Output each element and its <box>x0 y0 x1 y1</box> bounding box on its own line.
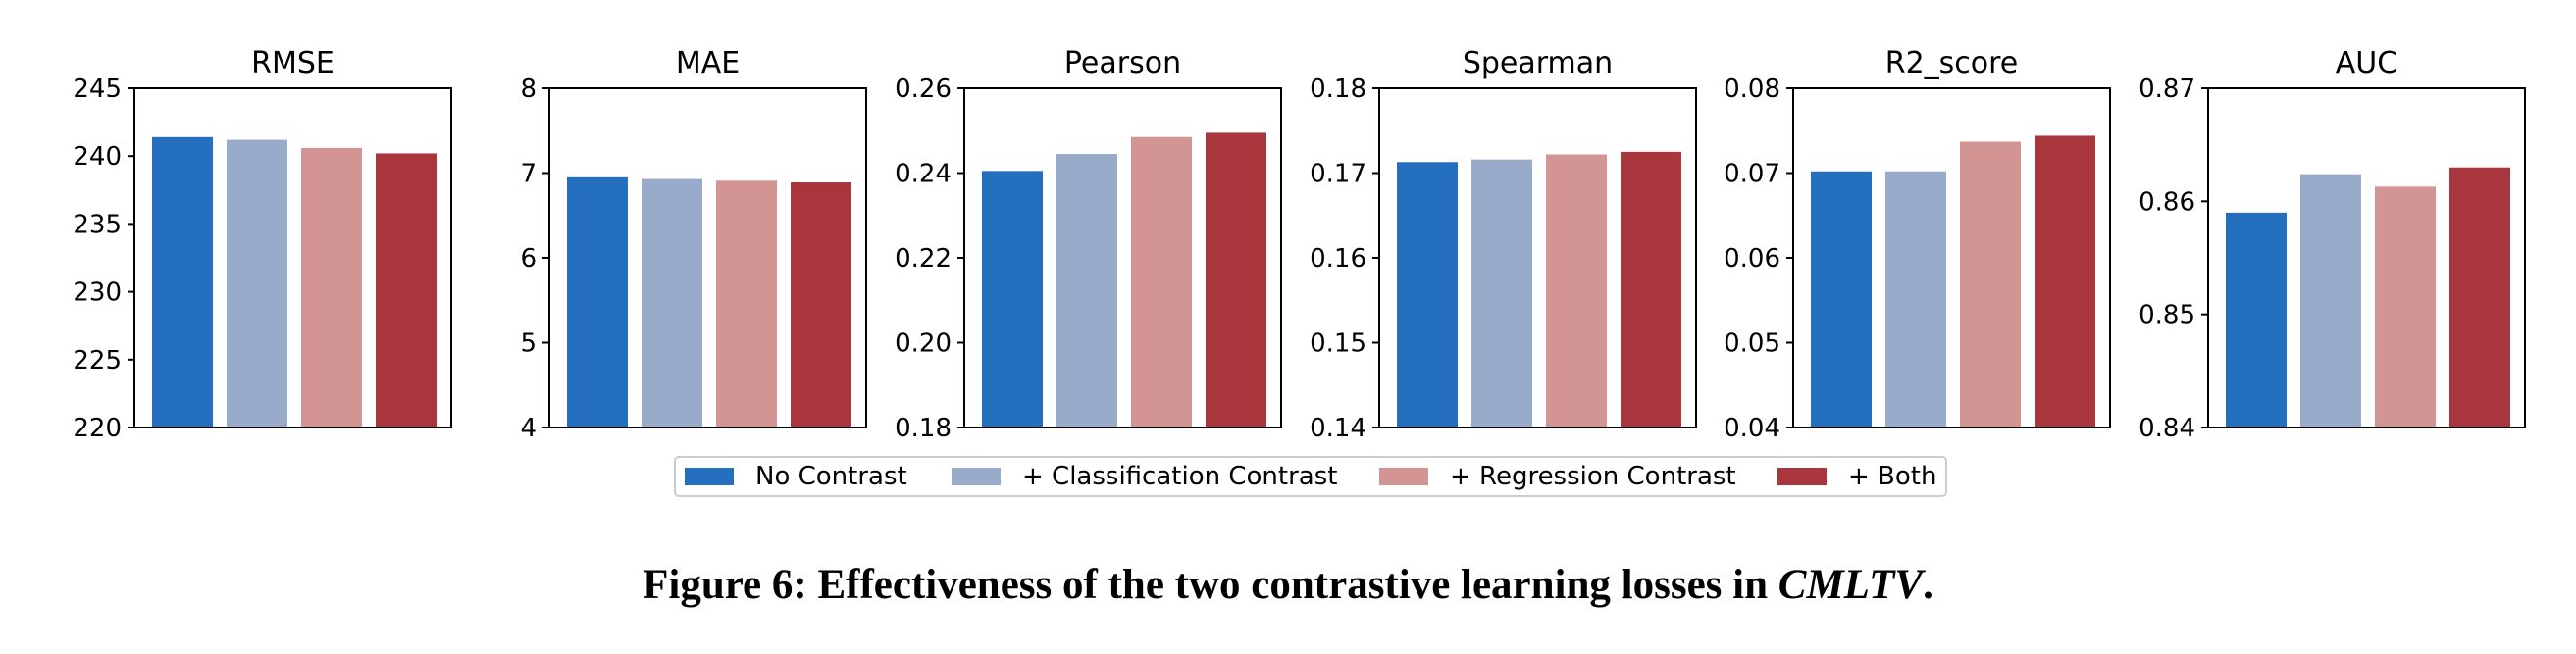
panel-title-pearson: Pearson <box>1064 46 1181 80</box>
legend-swatch-classification-contrast <box>952 468 1001 485</box>
y-tick-label-r2-score: 0.04 <box>1724 414 1780 443</box>
bar-mae-regression-contrast <box>716 180 777 428</box>
y-tick-label-spearman: 0.15 <box>1310 329 1366 359</box>
plot-frame-rmse <box>133 87 452 428</box>
bar-rmse-regression-contrast <box>301 147 362 428</box>
panel-mae: 4 5 6 7 8 MAE <box>520 46 867 443</box>
y-tick-label-mae: 8 <box>520 75 537 104</box>
legend: No Contrast + Classification Contrast + … <box>674 456 1947 497</box>
y-tick-label-pearson: 0.22 <box>895 244 952 274</box>
panel-rmse: 220 225 230 235 240 245 RMSE <box>73 46 452 443</box>
bar-pearson-no-contrast <box>982 171 1043 428</box>
panel-pearson: 0.18 0.20 0.22 0.24 0.26 Pearson <box>895 46 1282 443</box>
caption-suffix: . <box>1923 562 1933 608</box>
bar-pearson-regression-contrast <box>1131 136 1192 428</box>
bar-pearson-classification-contrast <box>1056 154 1117 428</box>
y-tick-label-auc: 0.84 <box>2138 414 2195 443</box>
bar-spearman-no-contrast <box>1397 162 1458 428</box>
legend-label-classification-contrast: + Classification Contrast <box>1022 462 1337 491</box>
y-tick-label-auc: 0.85 <box>2138 301 2195 330</box>
y-tick-label-spearman: 0.14 <box>1310 414 1366 443</box>
y-tick-label-spearman: 0.18 <box>1310 75 1366 104</box>
caption-prefix: Figure 6: Effectiveness of the two contr… <box>643 562 1778 608</box>
bar-auc-regression-contrast <box>2375 186 2436 428</box>
bar-rmse-both <box>376 153 437 428</box>
y-tick-label-auc: 0.86 <box>2138 187 2195 217</box>
y-tick-label-rmse: 235 <box>73 210 122 239</box>
panel-title-mae: MAE <box>676 46 740 80</box>
panel-r2-score: 0.04 0.05 0.06 0.07 0.08 R2_score <box>1724 46 2111 443</box>
legend-swatch-no-contrast <box>685 468 734 485</box>
bar-rmse-no-contrast <box>152 136 213 428</box>
plot-frame-auc <box>2207 87 2526 428</box>
y-tick-label-spearman: 0.16 <box>1310 244 1366 274</box>
caption-model-name: CMLTV <box>1777 562 1924 608</box>
bar-auc-classification-contrast <box>2300 174 2361 428</box>
panel-auc: 0.84 0.85 0.86 0.87 AUC <box>2138 46 2526 443</box>
y-tick-label-mae: 7 <box>520 160 537 189</box>
y-tick-label-spearman: 0.17 <box>1310 160 1366 189</box>
y-tick-label-rmse: 240 <box>73 142 122 172</box>
bar-mae-no-contrast <box>567 176 628 428</box>
panel-spearman: 0.14 0.15 0.16 0.17 0.18 Spearman <box>1310 46 1697 443</box>
bar-mae-classification-contrast <box>642 178 702 428</box>
y-tick-label-mae: 5 <box>520 329 537 359</box>
figure-caption: Figure 6: Effectiveness of the two contr… <box>0 561 2576 609</box>
y-tick-label-rmse: 245 <box>73 75 122 104</box>
y-tick-label-mae: 6 <box>520 244 537 274</box>
panel-title-auc: AUC <box>2336 46 2397 80</box>
bar-pearson-both <box>1206 132 1266 428</box>
y-tick-label-r2-score: 0.05 <box>1724 329 1780 359</box>
panel-title-rmse: RMSE <box>251 46 335 80</box>
y-tick-label-auc: 0.87 <box>2138 75 2195 104</box>
legend-label-no-contrast: No Contrast <box>755 462 907 491</box>
legend-label-regression-contrast: + Regression Contrast <box>1450 462 1736 491</box>
legend-swatch-regression-contrast <box>1379 468 1428 485</box>
bar-rmse-classification-contrast <box>227 139 287 428</box>
panel-title-r2-score: R2_score <box>1885 46 2019 80</box>
bar-r2-score-classification-contrast <box>1885 171 1946 428</box>
y-tick-label-mae: 4 <box>520 414 537 443</box>
y-tick-label-rmse: 230 <box>73 278 122 308</box>
legend-swatch-both <box>1777 468 1827 485</box>
y-tick-label-r2-score: 0.06 <box>1724 244 1780 274</box>
legend-frame <box>674 456 1947 497</box>
bar-mae-both <box>791 182 851 428</box>
y-tick-label-rmse: 225 <box>73 346 122 376</box>
y-tick-label-pearson: 0.20 <box>895 329 952 359</box>
y-tick-label-rmse: 220 <box>73 414 122 443</box>
panel-title-spearman: Spearman <box>1463 46 1613 80</box>
y-tick-label-pearson: 0.24 <box>895 160 952 189</box>
bar-r2-score-no-contrast <box>1811 171 1872 428</box>
y-tick-label-pearson: 0.18 <box>895 414 952 443</box>
y-tick-label-pearson: 0.26 <box>895 75 952 104</box>
y-tick-label-r2-score: 0.07 <box>1724 160 1780 189</box>
legend-label-both: + Both <box>1848 462 1936 491</box>
bar-auc-both <box>2449 167 2510 428</box>
bar-auc-no-contrast <box>2226 212 2287 428</box>
bar-spearman-both <box>1621 151 1681 428</box>
bar-r2-score-both <box>2035 135 2095 428</box>
y-tick-label-r2-score: 0.08 <box>1724 75 1780 104</box>
bar-r2-score-regression-contrast <box>1960 141 2021 428</box>
bar-spearman-classification-contrast <box>1471 159 1532 428</box>
bar-spearman-regression-contrast <box>1546 154 1607 428</box>
